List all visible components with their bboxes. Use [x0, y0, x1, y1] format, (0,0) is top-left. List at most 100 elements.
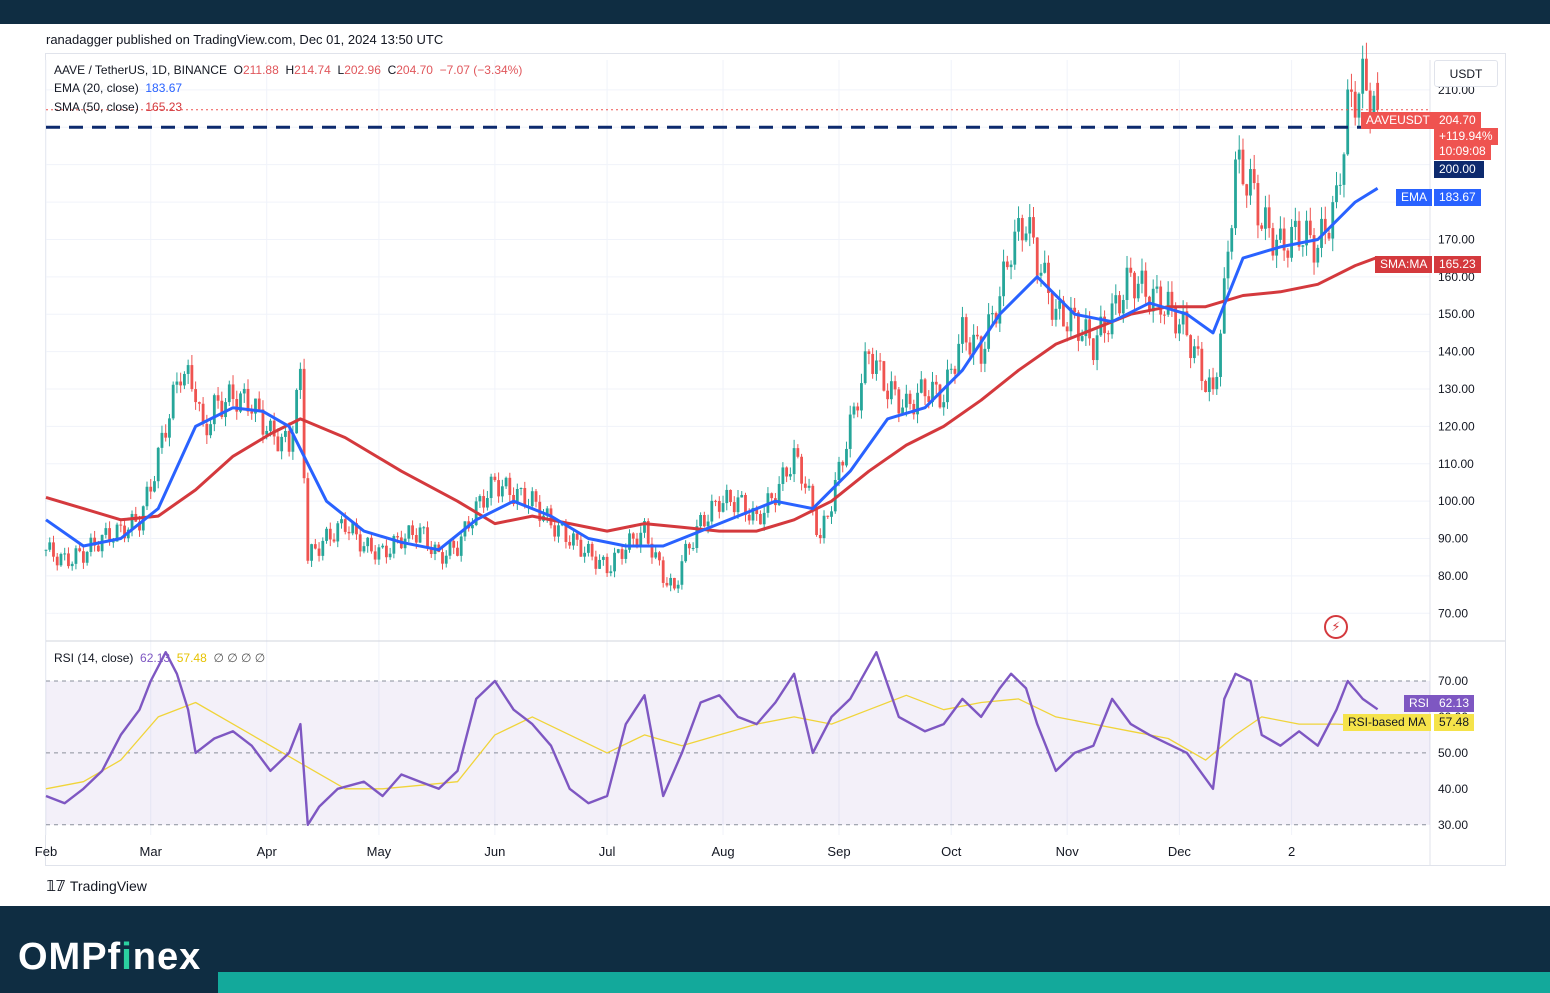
candle-body [194, 389, 198, 403]
candle-body [725, 489, 729, 504]
candle-body [145, 486, 149, 507]
candle-body [183, 373, 186, 386]
open-label: O [233, 63, 243, 77]
candle-body [990, 313, 994, 315]
rsi-tick-label: 30.00 [1438, 818, 1468, 832]
candle-body [897, 389, 901, 414]
candle-body [1346, 89, 1350, 155]
candle-body [1211, 377, 1215, 390]
candle-body [650, 543, 654, 558]
candle-body [1020, 218, 1024, 241]
ema-tag-value: 183.67 [1434, 189, 1481, 206]
candle-body [740, 494, 744, 498]
candle-body [785, 467, 789, 477]
candle-body [190, 365, 194, 390]
candle-body [1054, 308, 1058, 320]
candle-body [721, 503, 725, 512]
candle-body [1282, 228, 1286, 251]
candle-body [235, 398, 239, 412]
low-value: 202.96 [344, 63, 381, 77]
candle-body [1301, 245, 1305, 247]
candle-body [1365, 58, 1368, 91]
candle-body [837, 461, 841, 481]
candle-body [702, 514, 706, 527]
candle-body [889, 381, 893, 400]
change-pct-tag: +119.94% [1434, 128, 1498, 145]
candle-body [1005, 261, 1009, 268]
publisher-line: ranadagger published on TradingView.com,… [46, 32, 444, 47]
candle-body [67, 553, 70, 567]
price-tick-label: 150.00 [1438, 307, 1475, 321]
candle-body [916, 392, 919, 415]
candle-body [1118, 295, 1121, 314]
candle-body [444, 555, 448, 564]
candle-body [564, 523, 568, 542]
candle-body [661, 560, 665, 583]
candle-body [96, 545, 100, 552]
candle-body [485, 498, 489, 508]
candle-body [93, 537, 97, 546]
candle-body [325, 528, 328, 541]
candle-body [373, 551, 377, 560]
candle-body [912, 403, 916, 415]
candle-body [48, 542, 52, 550]
candle-body [336, 523, 340, 542]
candle-body [1076, 312, 1080, 341]
candle-body [957, 343, 961, 374]
candle-body [1286, 250, 1290, 258]
candle-body [156, 447, 160, 482]
time-tick-label: Mar [140, 844, 163, 859]
candle-body [628, 533, 631, 550]
candle-body [1050, 292, 1054, 320]
candle-body [347, 531, 351, 534]
candle-body [1316, 247, 1320, 263]
candle-body [983, 348, 987, 364]
rsi-legend[interactable]: RSI (14, close) 62.13 57.48 ∅ ∅ ∅ ∅ [54, 649, 265, 668]
candle-body [366, 537, 370, 547]
tradingview-logo[interactable]: 𝟙𝟟 TradingView [46, 877, 147, 895]
candle-body [1230, 228, 1234, 252]
time-tick-label: Oct [941, 844, 962, 859]
price-tick-label: 160.00 [1438, 270, 1475, 284]
candle-body [613, 552, 616, 572]
candle-body-last [1376, 82, 1380, 110]
ema-legend[interactable]: EMA (20, close) 183.67 [54, 79, 182, 98]
candle-body [968, 342, 972, 355]
candle-body [298, 368, 302, 390]
candle-body [717, 500, 721, 512]
flash-alert-icon[interactable]: ⚡ [1324, 615, 1348, 639]
candle-body [770, 493, 774, 499]
candle-body [216, 395, 220, 401]
candle-body [280, 436, 284, 452]
price-tick-label: 110.00 [1438, 457, 1474, 471]
candle-body [594, 556, 598, 569]
candle-body [317, 548, 321, 556]
candle-body [272, 420, 276, 437]
candle-body [328, 528, 332, 540]
candle-body [635, 538, 639, 548]
candle-body [893, 381, 897, 390]
candle-body [1088, 319, 1092, 339]
candle-body [875, 360, 878, 374]
candle-body [998, 296, 1002, 324]
candle-body [882, 361, 886, 391]
candle-body [59, 554, 63, 566]
candle-body [972, 334, 976, 355]
candle-body [1114, 295, 1118, 304]
candle-body [934, 381, 938, 385]
time-tick-label: May [367, 844, 392, 859]
candle-body [1196, 346, 1200, 349]
candle-body [699, 514, 702, 527]
sma-legend[interactable]: SMA (50, close) 165.23 [54, 98, 182, 117]
rsi-tick-label: 50.00 [1438, 746, 1468, 760]
candle-body [276, 436, 280, 452]
candle-body [504, 477, 508, 487]
candle-body [744, 494, 747, 515]
candle-body [654, 552, 658, 558]
candle-body [1084, 319, 1088, 337]
candle-body [1095, 335, 1099, 361]
candle-body [1234, 159, 1237, 229]
currency-selector[interactable]: USDT [1434, 60, 1498, 87]
candle-body [1308, 220, 1312, 236]
